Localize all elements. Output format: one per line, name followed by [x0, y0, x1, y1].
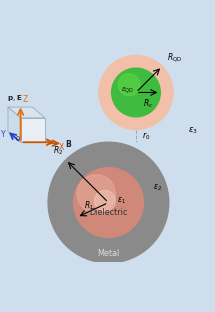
Circle shape: [48, 142, 169, 263]
Text: Metal: Metal: [97, 249, 120, 258]
Circle shape: [118, 74, 140, 96]
Text: $R_1$: $R_1$: [84, 200, 94, 212]
Text: X: X: [58, 143, 64, 152]
Text: $\bf{p}$, $\bf{E}$: $\bf{p}$, $\bf{E}$: [7, 93, 23, 103]
Circle shape: [94, 190, 115, 211]
Circle shape: [99, 56, 173, 129]
Text: $R_2$: $R_2$: [53, 145, 63, 157]
Text: $R_{\rm QD}$: $R_{\rm QD}$: [167, 51, 183, 64]
Circle shape: [77, 175, 115, 213]
Circle shape: [112, 68, 160, 117]
Text: Y: Y: [2, 130, 6, 139]
Text: $\varepsilon_1$: $\varepsilon_1$: [117, 195, 126, 206]
Circle shape: [74, 168, 143, 237]
Text: $\varepsilon_2$: $\varepsilon_2$: [153, 183, 162, 193]
Polygon shape: [21, 118, 45, 142]
Text: $\varepsilon_3$: $\varepsilon_3$: [188, 125, 198, 136]
Text: $r_0$: $r_0$: [142, 130, 151, 142]
Text: $R_c$: $R_c$: [143, 97, 153, 110]
Text: Z: Z: [22, 95, 28, 104]
Polygon shape: [8, 107, 21, 142]
Text: 0: 0: [15, 136, 20, 142]
Text: $\varepsilon_{\rm QD}$: $\varepsilon_{\rm QD}$: [121, 85, 135, 95]
Polygon shape: [8, 107, 45, 118]
Text: Dielectric: Dielectric: [89, 207, 128, 217]
Text: $\bf{B}$: $\bf{B}$: [64, 138, 72, 149]
